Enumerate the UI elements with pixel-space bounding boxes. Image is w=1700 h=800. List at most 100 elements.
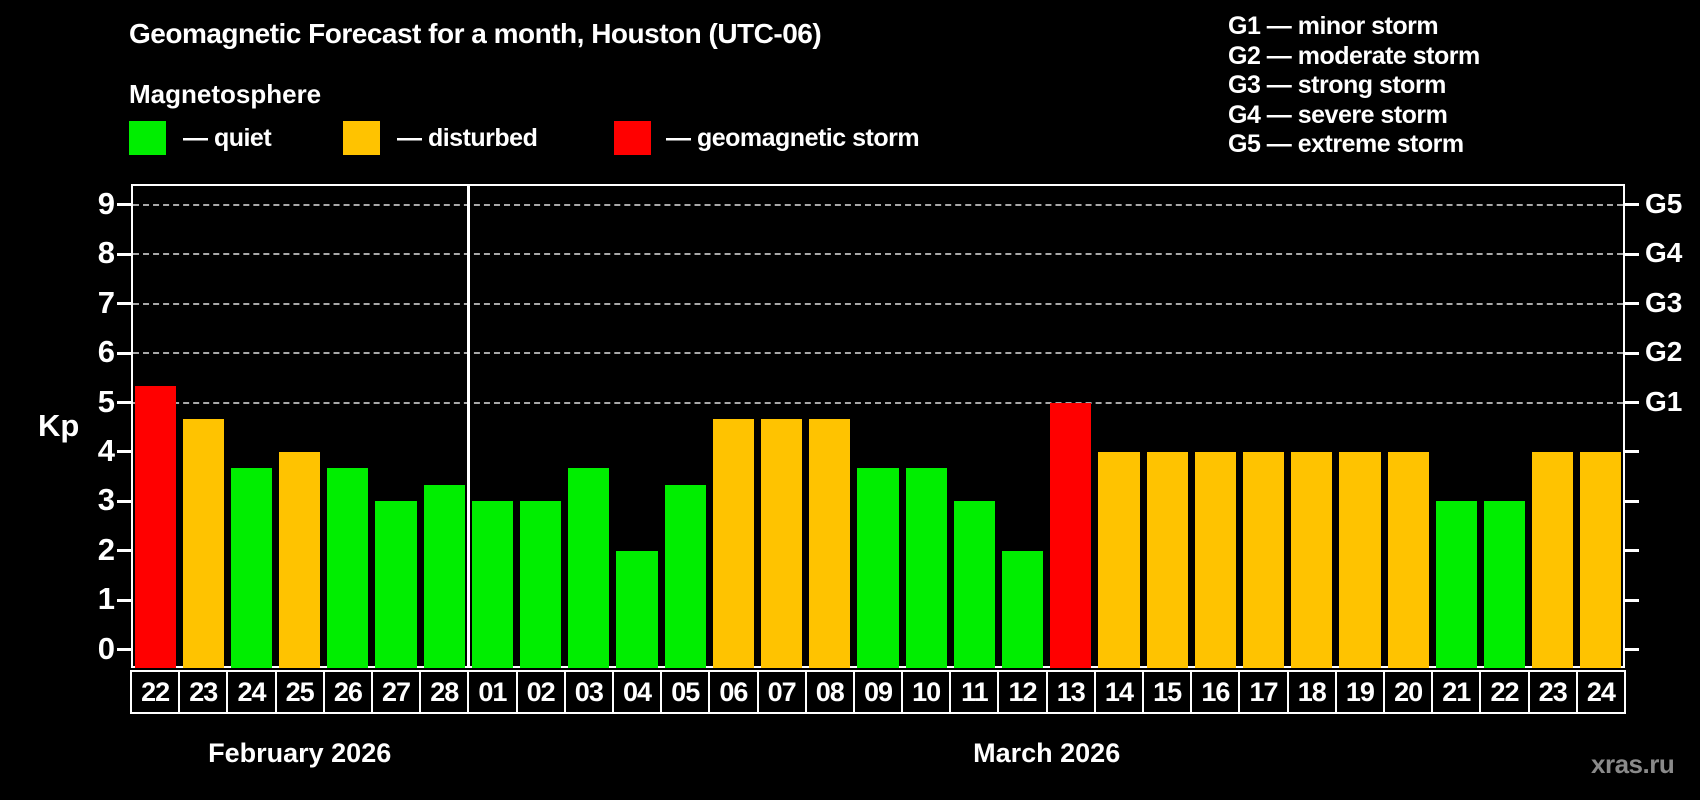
date-cell: 24	[1575, 670, 1626, 714]
g-axis-label: G5	[1645, 187, 1683, 219]
kp-bar	[712, 418, 754, 668]
kp-bar	[905, 468, 947, 668]
date-cell: 25	[274, 670, 325, 714]
y-axis-tick-label: 5	[97, 383, 115, 419]
chart-subtitle: Magnetosphere	[129, 79, 322, 109]
kp-bar	[568, 468, 610, 668]
y-axis-tick-label: 4	[97, 432, 115, 468]
kp-bar	[520, 501, 562, 668]
date-cell: 10	[901, 670, 952, 714]
y-axis-tick-right	[1625, 549, 1639, 553]
date-cell: 26	[322, 670, 373, 714]
y-axis-tick-right	[1625, 302, 1639, 306]
kp-bar	[134, 386, 176, 668]
date-cell: 02	[515, 670, 566, 714]
y-axis-tick-left	[117, 549, 131, 553]
kp-gridline	[133, 352, 1623, 355]
y-axis-tick-left	[117, 648, 131, 651]
y-axis-tick-right	[1625, 450, 1639, 454]
y-axis-tick-left	[117, 203, 131, 207]
g-axis-label: G1	[1645, 385, 1683, 417]
y-axis-tick-right	[1625, 203, 1639, 207]
date-cell: 18	[1286, 670, 1337, 714]
y-axis-tick-left	[117, 598, 131, 602]
date-cell: 22	[130, 670, 181, 714]
kp-bar	[1291, 451, 1333, 668]
kp-bar	[1242, 451, 1285, 668]
kp-bar	[953, 501, 995, 668]
date-cell: 08	[804, 670, 855, 714]
g-legend-line: G2 — moderate storm	[1228, 41, 1480, 70]
date-cell: 12	[997, 670, 1048, 714]
kp-gridline	[133, 203, 1623, 206]
date-cell: 16	[1190, 670, 1241, 714]
date-cell: 09	[852, 670, 904, 714]
y-axis-tick-right	[1625, 499, 1639, 503]
y-axis-tick-label: 0	[97, 630, 115, 666]
date-cell: 28	[419, 670, 470, 714]
kp-bar	[1435, 501, 1477, 668]
kp-bar	[616, 550, 658, 668]
kp-bar	[1050, 402, 1092, 668]
date-cell: 24	[226, 670, 277, 714]
date-cell: 22	[1479, 670, 1530, 714]
kp-bar	[1001, 550, 1044, 668]
date-cell: 23	[1527, 670, 1578, 714]
kp-bar	[423, 484, 465, 668]
date-cell: 06	[708, 670, 759, 714]
kp-gridline	[133, 401, 1623, 404]
kp-bar	[857, 468, 899, 668]
month-separator-line	[466, 184, 470, 668]
date-cell: 03	[563, 670, 614, 714]
y-axis-tick-label: 2	[97, 531, 115, 567]
date-cell: 20	[1383, 670, 1434, 714]
y-axis-tick-left	[117, 499, 131, 503]
date-cell: 19	[1334, 670, 1386, 714]
watermark-link[interactable]: xras.ru	[1591, 749, 1675, 779]
y-axis-tick-label: 3	[97, 482, 115, 518]
y-axis-tick-label: 1	[97, 581, 115, 617]
month-label: February 2026	[208, 738, 392, 768]
kp-bar	[1098, 451, 1140, 668]
date-cell: 07	[756, 670, 807, 714]
y-axis-tick-label: 6	[97, 334, 115, 370]
kp-bar	[761, 418, 803, 668]
y-axis-title: Kp	[38, 408, 80, 443]
y-axis-tick-left	[117, 252, 131, 256]
kp-bar	[182, 418, 224, 668]
kp-bar	[327, 468, 369, 668]
kp-bar	[1483, 501, 1526, 668]
g-legend-line: G1 — minor storm	[1228, 12, 1439, 40]
kp-bar	[1146, 451, 1188, 668]
y-axis-tick-left	[117, 351, 131, 355]
kp-bar	[1580, 451, 1622, 668]
date-cell: 01	[467, 670, 518, 714]
kp-bar	[1194, 451, 1236, 668]
y-axis-tick-left	[117, 302, 131, 306]
kp-bar	[809, 418, 851, 668]
kp-bar	[279, 451, 321, 668]
g-legend-line: G4 — severe storm	[1228, 100, 1448, 129]
y-axis-tick-label: 7	[97, 284, 115, 320]
g-axis-label: G3	[1645, 286, 1683, 318]
kp-bar	[1532, 451, 1574, 668]
y-axis-tick-right	[1625, 598, 1639, 602]
storm-legend-label: — geomagnetic storm	[666, 124, 920, 152]
month-label: March 2026	[973, 738, 1121, 768]
y-axis-tick-right	[1625, 351, 1639, 355]
date-cell: 21	[1431, 670, 1482, 714]
g-scale-legend: G1 — minor storm G2 — moderate storm G3 — …	[1228, 12, 1480, 160]
date-cell: 23	[178, 670, 229, 714]
kp-bar	[1339, 451, 1381, 668]
storm-legend-swatch	[614, 121, 651, 155]
date-cell: 11	[949, 670, 1000, 714]
date-cell: 14	[1093, 670, 1145, 714]
kp-gridline	[133, 253, 1623, 256]
y-axis-tick-left	[117, 450, 131, 454]
kp-bar	[664, 484, 706, 668]
date-cell: 17	[1238, 670, 1289, 714]
date-cell: 05	[660, 670, 711, 714]
g-legend-line: G3 — strong storm	[1228, 71, 1446, 99]
date-cell: 15	[1142, 670, 1193, 714]
